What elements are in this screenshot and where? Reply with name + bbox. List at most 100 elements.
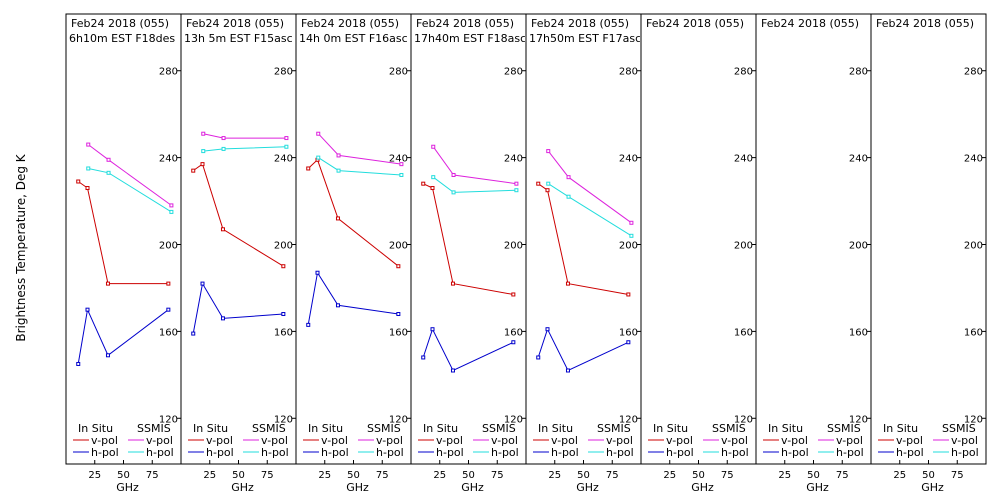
data-point (191, 168, 196, 173)
x-tick-label: 50 (347, 470, 360, 481)
legend-in-situ: In Situ (768, 422, 803, 435)
legend-ssmis-vpol-label: v-pol (261, 434, 288, 447)
y-tick-label: 240 (964, 154, 983, 165)
series-line (192, 282, 284, 334)
series-line (192, 163, 284, 267)
panel-subtitle: 14h 0m EST F16asc (299, 32, 408, 45)
data-point (399, 162, 404, 167)
legend-ssmis-hpol-label: h-pol (491, 446, 519, 459)
data-point (514, 181, 519, 186)
series-in-situ-h-pol (306, 270, 401, 327)
legend-in-situ: In Situ (78, 422, 113, 435)
data-point (166, 281, 171, 286)
panel-header: Feb24 2018 (055) 17h40m EST F18asc (414, 17, 526, 45)
legend-insitu-vpol-label: v-pol (436, 434, 463, 447)
y-tick-label: 280 (504, 67, 523, 78)
panel-title: Feb24 2018 (055) (761, 17, 859, 30)
legend-ssmis-hpol-label: h-pol (951, 446, 979, 459)
legend-insitu-hpol-label: h-pol (666, 446, 694, 459)
data-point (169, 203, 174, 208)
data-point (220, 227, 225, 232)
legend-ssmis-hpol-label: h-pol (146, 446, 174, 459)
series-in-situ-v-pol (536, 181, 631, 297)
series-ssmis-v-pol (546, 149, 634, 225)
y-tick-label: 240 (389, 154, 408, 165)
data-point (284, 136, 289, 141)
data-point (221, 136, 226, 141)
panel-subtitle: 17h40m EST F18asc (414, 32, 526, 45)
data-point (200, 281, 205, 286)
y-tick-label: 280 (159, 67, 178, 78)
data-point (105, 353, 110, 358)
x-tick-label: 75 (376, 470, 389, 481)
legend-ssmis-hpol-label: h-pol (376, 446, 404, 459)
y-tick-label: 120 (389, 414, 408, 425)
y-tick-label: 160 (619, 327, 638, 338)
series-line (307, 158, 399, 267)
data-point (629, 220, 634, 225)
legend-insitu-vpol-label: v-pol (896, 434, 923, 447)
data-point (201, 131, 206, 136)
y-tick-label: 280 (964, 67, 983, 78)
series-line (537, 183, 629, 295)
data-point (626, 340, 631, 345)
y-tick-label: 200 (389, 241, 408, 252)
x-tick-label: 75 (146, 470, 159, 481)
panel-2: Feb24 2018 (055) 13h 5m EST F15asc 120 160 2… (180, 13, 297, 494)
data-point (450, 281, 455, 286)
legend-ssmis: SSMIS (712, 422, 746, 435)
data-point (431, 175, 436, 180)
panel-subtitle: 17h50m EST F17asc (529, 32, 641, 45)
series-ssmis-v-pol (86, 142, 174, 208)
x-tick-label: 75 (721, 470, 734, 481)
series-ssmis-h-pol (86, 166, 174, 214)
legend-ssmis-hpol-label: h-pol (261, 446, 289, 459)
legend-insitu-hpol-label: h-pol (206, 446, 234, 459)
series-line (422, 327, 514, 372)
data-point (281, 312, 286, 317)
panel-frame (410, 13, 527, 465)
legend-ssmis-vpol-label: v-pol (951, 434, 978, 447)
y-tick-label: 200 (159, 241, 178, 252)
data-point (76, 361, 81, 366)
series-line (537, 327, 629, 372)
series-line (422, 183, 514, 295)
panel-7: Feb24 2018 (055) 120 160 200 240 280 25 50 75 GHz… (755, 13, 872, 494)
y-tick-label: 200 (849, 241, 868, 252)
data-point (336, 153, 341, 158)
data-point (421, 181, 426, 186)
legend-ssmis: SSMIS (367, 422, 401, 435)
x-axis-label: GHz (116, 481, 139, 494)
data-point (220, 316, 225, 321)
data-point (336, 168, 341, 173)
data-point (396, 264, 401, 269)
panel-5: Feb24 2018 (055) 17h50m EST F17asc 120 160 2… (525, 13, 642, 494)
panels: Feb24 2018 (055) 6h10m EST F18des 120 160 20… (65, 13, 987, 494)
legend-insitu-vpol-label: v-pol (91, 434, 118, 447)
x-tick-label: 25 (433, 470, 446, 481)
legend-in-situ: In Situ (883, 422, 918, 435)
data-point (431, 144, 436, 149)
y-tick-label: 280 (849, 67, 868, 78)
data-point (85, 186, 90, 191)
x-axis-label: GHz (461, 481, 484, 494)
data-point (511, 340, 516, 345)
series-line (307, 271, 399, 325)
y-tick-label: 120 (504, 414, 523, 425)
y-tick-label: 280 (734, 67, 753, 78)
legend-ssmis-hpol-label: h-pol (836, 446, 864, 459)
data-point (626, 292, 631, 297)
x-axis-label: GHz (806, 481, 829, 494)
legend-in-situ: In Situ (423, 422, 458, 435)
x-axis-label: GHz (576, 481, 599, 494)
legend-insitu-hpol-label: h-pol (436, 446, 464, 459)
y-tick-label: 240 (619, 154, 638, 165)
x-tick-label: 50 (807, 470, 820, 481)
panel-subtitle: 6h10m EST F18des (69, 32, 175, 45)
legend-insitu-hpol-label: h-pol (551, 446, 579, 459)
panel-frame (870, 13, 987, 465)
series-ssmis-h-pol (316, 155, 404, 177)
series-ssmis-h-pol (201, 144, 289, 154)
